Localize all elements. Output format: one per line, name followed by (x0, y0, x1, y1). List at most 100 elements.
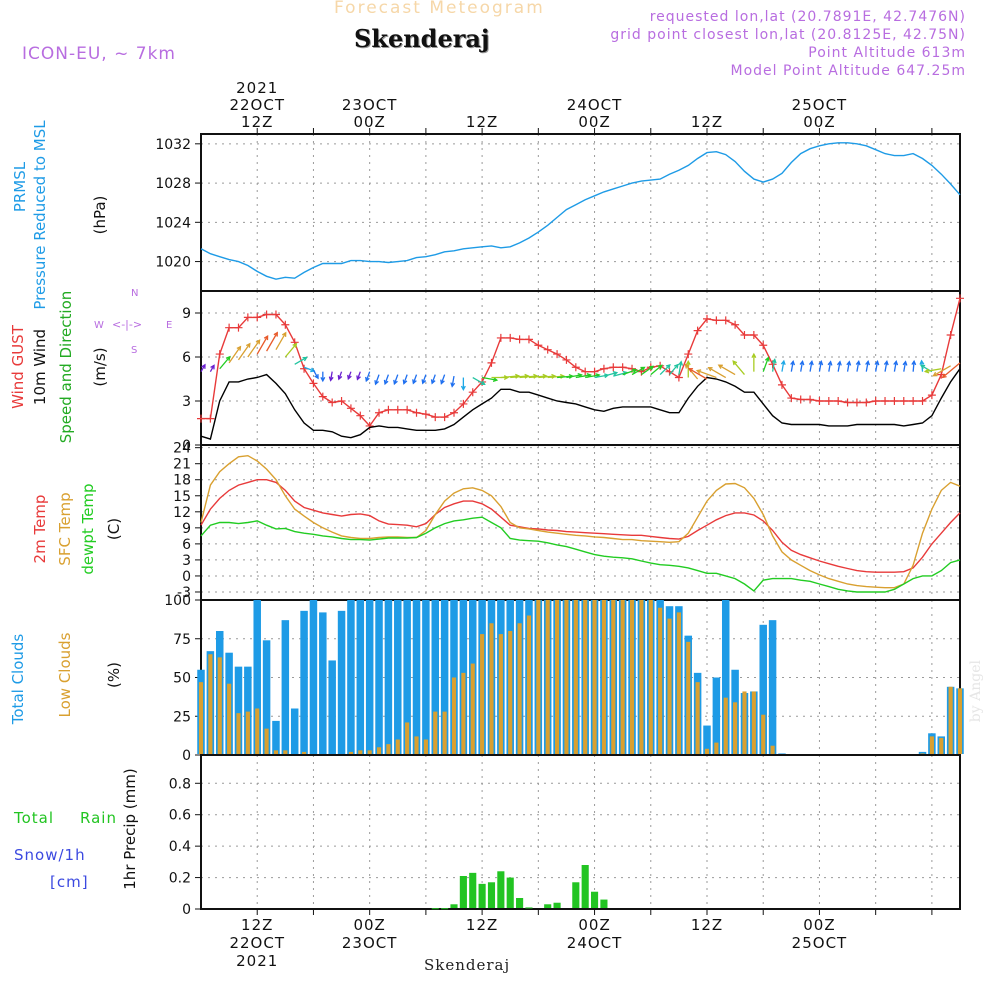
cloud-bar-total (290, 708, 299, 754)
time-label-bottom: 00Z (578, 916, 610, 934)
wind-arrow-head (836, 360, 842, 366)
compass-w: W (94, 320, 104, 331)
wind-arrow (846, 361, 850, 372)
gust-marker (393, 405, 402, 414)
cloud-bar-low (508, 631, 513, 754)
wind-arrow (762, 357, 769, 372)
wind-arrow (412, 374, 418, 384)
cloud-bar-low (526, 615, 532, 754)
gust-marker (440, 413, 449, 422)
wind-arrow-head (874, 360, 880, 366)
cloud-bar-low (264, 728, 269, 754)
gust-marker (834, 397, 843, 405)
wind-arrow (585, 374, 600, 379)
cloud-bar-low (376, 747, 382, 754)
cloud-bar-total (440, 600, 449, 754)
wind-arrow (884, 361, 888, 372)
wind-arrow-head (640, 366, 646, 372)
ytick-label: 0 (182, 438, 191, 454)
time-label-bottom: 22OCT (229, 934, 285, 952)
wind-arrow (781, 360, 785, 372)
wind-arrow-head (273, 331, 278, 337)
cloud-bar-low (227, 683, 232, 754)
legend-total-rain-1: Total (14, 809, 55, 827)
cloud-bar-low (461, 672, 466, 754)
legend-total-rain-2: Rain (80, 809, 117, 827)
gust-marker (309, 379, 318, 388)
gust-marker (562, 355, 571, 364)
series-line-dewpt-temp (200, 516, 961, 593)
cloud-bar-low (405, 722, 410, 754)
wind-arrow (237, 343, 251, 361)
time-label-top: 24OCT (567, 96, 623, 114)
gust-marker (375, 408, 384, 417)
panel-wind: 0 3 6 9 (182, 290, 961, 454)
gust-marker (412, 408, 421, 417)
gust-marker (862, 398, 871, 407)
wind-arrow (472, 376, 485, 385)
cloud-bar-low (480, 634, 485, 754)
wind-arrow (303, 366, 315, 372)
wind-arrow (266, 332, 278, 352)
wind-arrow-head (365, 376, 370, 383)
wind-arrow (330, 371, 333, 381)
gust-marker (356, 411, 365, 420)
time-label-top: 2021 (236, 79, 278, 97)
cloud-bar-low (358, 750, 363, 754)
wind-arrow-head (846, 360, 852, 366)
time-label-top: 00Z (803, 113, 835, 131)
gust-marker (234, 323, 243, 332)
point-altitude: Point Altitude 613m (808, 45, 966, 61)
wind-arrow (374, 374, 380, 385)
panel-frame (200, 444, 961, 601)
precip-bar (572, 882, 580, 908)
cloud-bar-low (498, 634, 503, 754)
gust-marker (365, 421, 374, 430)
cloud-bar-low (714, 742, 719, 754)
cloud-bar-total (262, 640, 271, 754)
gust-marker (590, 367, 599, 376)
panel-frame (200, 754, 961, 910)
time-label-bottom: 2021 (236, 952, 278, 970)
wind-arrow-head (421, 379, 427, 385)
ytick-label: 75 (173, 632, 191, 648)
wind-arrow (284, 343, 297, 358)
wind-arrow (903, 361, 907, 372)
wind-arrow-head (292, 342, 298, 348)
time-label-top: 12Z (466, 113, 498, 131)
gust-marker (806, 395, 815, 404)
cloud-bar-total (422, 600, 430, 754)
gust-marker (496, 333, 505, 342)
ytick-label: 100 (164, 593, 191, 609)
wind-arrow-head (808, 360, 814, 366)
precip-bar (431, 908, 439, 910)
wind-arrow-head (684, 363, 690, 369)
wind-arrow-head (450, 382, 456, 388)
gust-marker (918, 397, 927, 405)
ytick-label: 18 (173, 473, 191, 489)
wind-arrow (528, 375, 547, 379)
cloud-bar-low (948, 686, 953, 754)
time-label-bottom: 12Z (691, 916, 723, 934)
cloud-bar-low (367, 750, 372, 754)
wind-arrow (828, 361, 832, 372)
wind-arrow-head (632, 368, 638, 374)
ytick-label: 3 (182, 553, 191, 569)
cloud-bar-low (433, 711, 438, 754)
gust-marker (253, 313, 262, 322)
time-label-bottom: 23OCT (342, 934, 398, 952)
wind-arrow (942, 362, 961, 378)
precip-bar (525, 907, 533, 909)
wind-arrow-head (201, 363, 206, 369)
precip-bar (506, 877, 514, 908)
time-label-top: 00Z (578, 113, 610, 131)
cloud-bar-low (386, 744, 391, 754)
cloud-bar-low (704, 748, 710, 754)
cloud-bar-total (759, 624, 767, 754)
ytick-label: 0 (182, 569, 191, 585)
cloud-bar-total (365, 600, 374, 754)
gust-marker (534, 341, 543, 350)
wind-arrow-head (919, 364, 926, 370)
series-line-10m-wind (200, 368, 961, 440)
